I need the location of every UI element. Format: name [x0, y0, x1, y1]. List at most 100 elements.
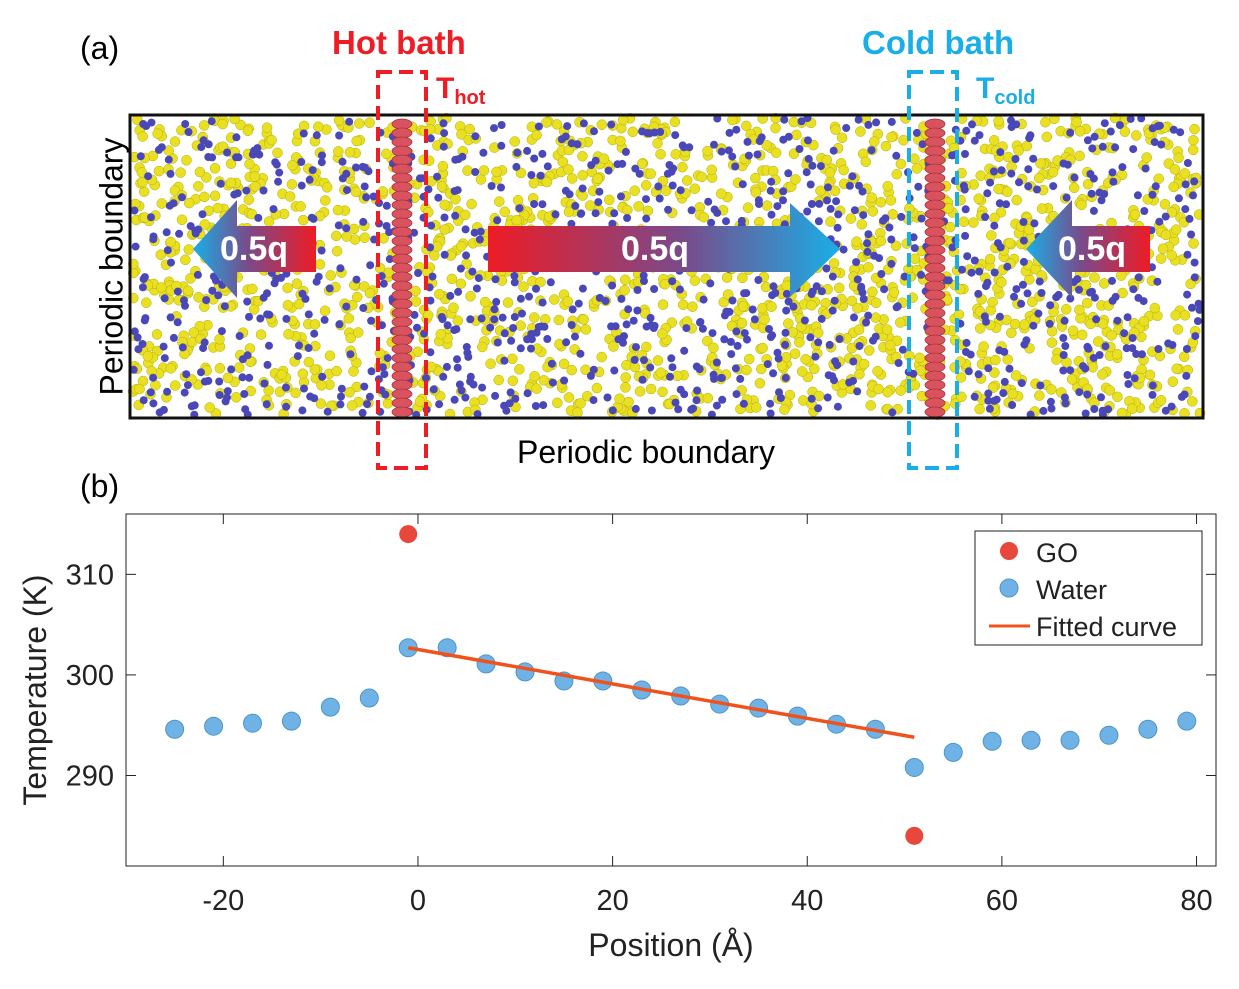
water-hydrogen-atom [671, 131, 680, 140]
water-hydrogen-atom [579, 119, 588, 128]
water-oxygen-atom [541, 117, 552, 128]
water-hydrogen-atom [1025, 134, 1034, 143]
water-oxygen-atom [996, 277, 1007, 288]
water-hydrogen-atom [967, 268, 976, 277]
water-oxygen-atom [989, 212, 1000, 224]
water-hydrogen-atom [1108, 276, 1116, 285]
water-oxygen-atom [627, 126, 639, 138]
water-hydrogen-atom [917, 270, 925, 279]
water-hydrogen-atom [193, 270, 202, 279]
water-hydrogen-atom [617, 192, 625, 201]
go-atom [391, 262, 413, 274]
water-hydrogen-atom [992, 395, 1001, 404]
water-oxygen-atom [633, 201, 644, 212]
go-atom [924, 388, 946, 400]
water-hydrogen-atom [806, 333, 815, 342]
water-point [710, 694, 730, 714]
water-hydrogen-atom [240, 390, 249, 398]
water-hydrogen-atom [343, 186, 351, 195]
water-hydrogen-atom [839, 245, 848, 254]
water-hydrogen-atom [282, 402, 291, 411]
water-oxygen-atom [846, 295, 858, 307]
water-hydrogen-atom [139, 275, 148, 284]
water-hydrogen-atom [1010, 292, 1018, 301]
water-hydrogen-atom [1161, 212, 1170, 221]
water-hydrogen-atom [1087, 189, 1096, 198]
water-oxygen-atom [1071, 116, 1082, 128]
water-hydrogen-atom [362, 193, 371, 202]
water-hydrogen-atom [725, 128, 734, 137]
water-oxygen-atom [1173, 152, 1184, 164]
water-oxygen-atom [989, 367, 1000, 378]
water-oxygen-atom [863, 345, 875, 356]
water-oxygen-atom [502, 297, 514, 308]
water-hydrogen-atom [1183, 159, 1192, 167]
water-oxygen-atom [214, 362, 226, 374]
water-hydrogen-atom [1062, 193, 1071, 202]
water-oxygen-atom [1046, 384, 1057, 395]
water-oxygen-atom [199, 219, 211, 230]
water-oxygen-atom [485, 358, 496, 369]
water-hydrogen-atom [639, 271, 648, 280]
water-oxygen-atom [1160, 229, 1172, 241]
water-oxygen-atom [193, 181, 204, 192]
water-oxygen-atom [309, 319, 321, 330]
water-oxygen-atom [511, 214, 522, 226]
water-hydrogen-atom [450, 395, 459, 404]
go-atom [924, 334, 946, 346]
water-oxygen-atom [494, 196, 505, 207]
water-oxygen-atom [1149, 302, 1161, 314]
go-atom [391, 190, 413, 202]
water-hydrogen-atom [455, 380, 464, 389]
water-hydrogen-atom [763, 360, 772, 369]
water-hydrogen-atom [685, 143, 694, 152]
water-hydrogen-atom [1023, 289, 1032, 298]
water-hydrogen-atom [567, 219, 576, 228]
water-hydrogen-atom [1024, 182, 1033, 191]
water-hydrogen-atom [166, 169, 175, 178]
water-oxygen-atom [741, 120, 752, 132]
water-oxygen-atom [1046, 337, 1058, 348]
water-hydrogen-atom [272, 160, 281, 169]
go-atom [391, 298, 413, 310]
water-hydrogen-atom [182, 370, 191, 379]
water-point [671, 686, 691, 706]
water-hydrogen-atom [1120, 329, 1129, 338]
water-hydrogen-atom [360, 382, 369, 391]
water-hydrogen-atom [617, 294, 626, 303]
water-oxygen-atom [455, 241, 467, 252]
go-atom [924, 379, 946, 391]
water-oxygen-atom [577, 151, 588, 162]
water-oxygen-atom [636, 158, 648, 170]
go-atom [391, 316, 413, 328]
water-oxygen-atom [1138, 315, 1150, 327]
water-hydrogen-atom [718, 395, 727, 404]
water-hydrogen-atom [767, 210, 776, 219]
water-point [904, 757, 924, 777]
water-oxygen-atom [888, 287, 900, 298]
water-hydrogen-atom [510, 313, 519, 321]
water-hydrogen-atom [864, 230, 873, 239]
water-hydrogen-atom [367, 367, 376, 376]
water-hydrogen-atom [186, 222, 195, 231]
water-oxygen-atom [165, 363, 177, 374]
water-oxygen-atom [1040, 116, 1051, 128]
water-hydrogen-atom [807, 394, 816, 403]
water-hydrogen-atom [990, 221, 999, 230]
water-hydrogen-atom [217, 327, 226, 336]
water-hydrogen-atom [359, 217, 368, 226]
water-hydrogen-atom [1148, 190, 1157, 199]
water-hydrogen-atom [1086, 170, 1095, 178]
water-hydrogen-atom [275, 168, 284, 177]
water-hydrogen-atom [518, 309, 526, 318]
water-hydrogen-atom [461, 225, 470, 234]
water-hydrogen-atom [446, 291, 455, 300]
water-oxygen-atom [315, 398, 327, 409]
water-oxygen-atom [672, 370, 683, 382]
water-oxygen-atom [975, 170, 986, 181]
water-oxygen-atom [528, 177, 540, 189]
water-hydrogen-atom [337, 384, 346, 393]
water-oxygen-atom [736, 317, 748, 329]
go-point [399, 525, 418, 544]
water-hydrogen-atom [414, 269, 423, 277]
